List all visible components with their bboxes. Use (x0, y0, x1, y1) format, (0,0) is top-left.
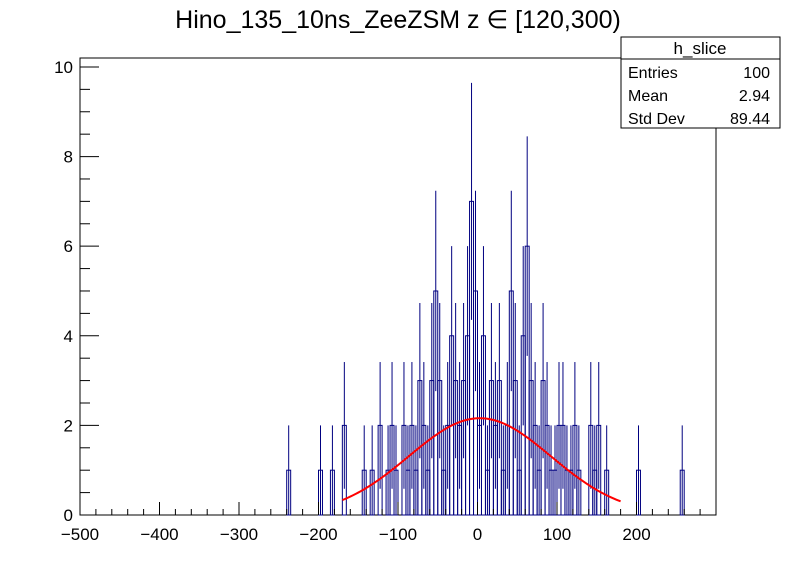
x-tick-label: 0 (473, 525, 482, 544)
y-tick-label: 6 (64, 237, 73, 256)
x-tick-label: 100 (543, 525, 571, 544)
stats-box-frame (620, 36, 781, 129)
stats-stddev-label: Std Dev (628, 111, 685, 128)
stats-box-title: h_slice (674, 39, 727, 58)
y-tick-label: 4 (64, 327, 73, 346)
gaussian-fit-curve (341, 417, 621, 503)
x-tick-label: −100 (379, 525, 417, 544)
stats-entries-label: Entries (628, 65, 678, 82)
histogram-bars (286, 82, 685, 516)
x-tick-label: −300 (220, 525, 258, 544)
stats-stddev-value: 89.44 (730, 111, 770, 128)
x-tick-label: −200 (299, 525, 337, 544)
y-tick-label: 10 (54, 58, 73, 77)
chart-title: Hino_135_10ns_ZeeZSM z ∈ [120,300) (175, 6, 621, 34)
y-tick-label: 2 (64, 416, 73, 435)
stats-box: h_slice Entries 100 Mean 2.94 Std Dev 89… (620, 36, 781, 129)
stats-entries-value: 100 (743, 65, 770, 82)
stats-mean-label: Mean (628, 88, 668, 105)
stats-mean-value: 2.94 (739, 88, 770, 105)
x-tick-label: 200 (622, 525, 650, 544)
x-axis: −500 −400 −300 −200 −100 0 100 200 (61, 502, 717, 544)
y-tick-label: 8 (64, 148, 73, 167)
y-tick-label: 0 (64, 506, 73, 525)
x-tick-label: −500 (61, 525, 99, 544)
x-tick-label: −400 (140, 525, 178, 544)
y-axis: 0 2 4 6 8 10 (54, 58, 99, 525)
